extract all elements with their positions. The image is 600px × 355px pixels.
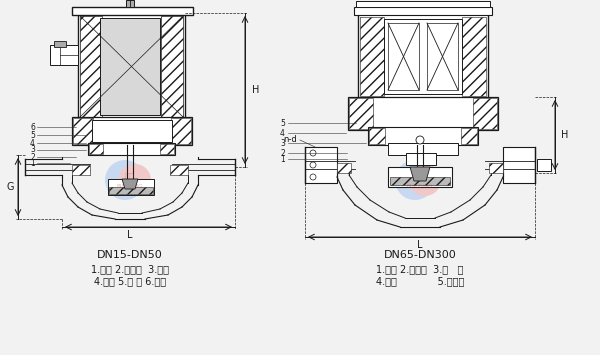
Bar [92,120,172,142]
Bar [537,159,551,171]
Text: DN65-DN300: DN65-DN300 [383,250,457,260]
Text: H: H [252,85,259,95]
Bar [108,179,154,195]
Text: 4: 4 [30,138,35,147]
Bar [368,127,478,145]
Bar [50,45,78,65]
Bar [100,18,160,115]
Bar [360,17,384,96]
Bar [337,163,351,173]
Circle shape [105,160,145,200]
Text: 1.阀体 2.阀塞组  3.弹簧: 1.阀体 2.阀塞组 3.弹簧 [91,264,169,274]
Bar [305,147,337,183]
Bar [427,23,458,90]
Bar [503,147,535,183]
Text: BUILDING: BUILDING [407,184,433,189]
Text: 3: 3 [280,138,285,147]
Text: 2: 2 [280,148,285,158]
Bar [72,117,192,145]
Bar [170,165,188,175]
Text: 2: 2 [30,153,35,162]
Circle shape [395,160,435,200]
Bar [54,41,66,47]
Text: G: G [6,182,14,192]
Bar [348,97,498,130]
Text: 5: 5 [30,131,35,140]
Bar [89,144,103,154]
Text: 1.阀体 2.阀塞组  3.弹   簧: 1.阀体 2.阀塞组 3.弹 簧 [376,264,464,274]
Bar [358,13,488,100]
Text: 5: 5 [280,119,285,127]
Text: 源建: 源建 [125,173,135,181]
Text: 4.阀盖             5.电磁铁: 4.阀盖 5.电磁铁 [376,276,464,286]
Bar [388,167,452,187]
Bar [406,153,436,165]
Bar [349,98,373,129]
Bar [126,0,134,7]
Text: L: L [417,240,423,250]
Bar [171,118,191,144]
Bar [473,98,497,129]
Bar [356,1,490,7]
Circle shape [409,164,441,196]
Circle shape [310,162,316,168]
Text: n-d: n-d [283,136,297,144]
Bar [72,165,90,175]
Bar [489,163,503,173]
Text: BUILDING: BUILDING [117,184,143,189]
Text: 4: 4 [280,129,285,137]
Circle shape [310,174,316,180]
Text: DN15-DN50: DN15-DN50 [97,250,163,260]
Polygon shape [410,167,430,181]
Polygon shape [122,179,138,189]
Bar [461,128,477,144]
Bar [109,187,153,194]
Text: 源建: 源建 [415,173,425,181]
Text: L: L [127,230,133,240]
Text: 1: 1 [280,154,285,164]
Circle shape [416,136,424,144]
Circle shape [119,164,151,196]
Bar [73,118,93,144]
Bar [388,23,419,90]
Text: H: H [561,130,568,140]
Text: 3: 3 [30,146,35,154]
Text: 6: 6 [30,122,35,131]
Text: 4.阀盖 5.鐵 芯 6.线圈: 4.阀盖 5.鐵 芯 6.线圈 [94,276,166,286]
Bar [384,19,462,94]
Circle shape [310,150,316,156]
Bar [390,177,450,185]
Bar [72,7,193,15]
Bar [160,144,174,154]
Bar [88,143,175,155]
Bar [462,17,486,96]
Bar [369,128,385,144]
Text: 1: 1 [30,158,35,168]
Bar [161,16,183,117]
Bar [354,7,492,15]
Bar [78,13,185,120]
Bar [388,143,458,155]
Bar [80,16,102,117]
